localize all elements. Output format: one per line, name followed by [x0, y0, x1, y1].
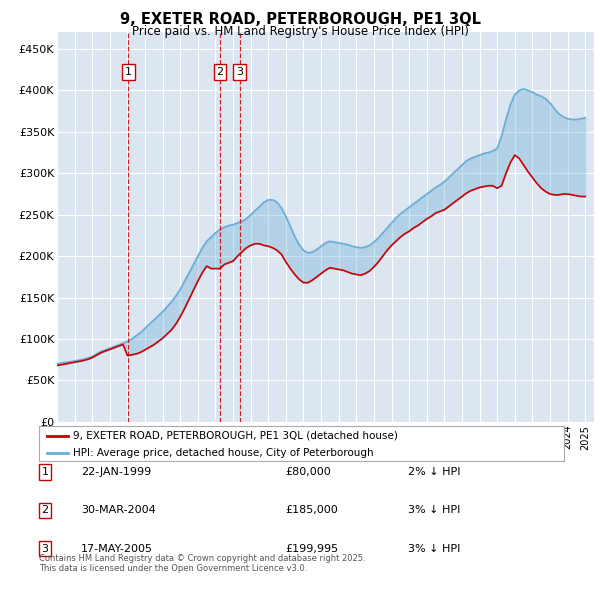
Text: 3% ↓ HPI: 3% ↓ HPI — [408, 544, 460, 553]
Text: Contains HM Land Registry data © Crown copyright and database right 2025.
This d: Contains HM Land Registry data © Crown c… — [39, 554, 365, 573]
Text: £80,000: £80,000 — [285, 467, 331, 477]
Text: 2: 2 — [216, 67, 223, 77]
Text: 1: 1 — [125, 67, 132, 77]
Text: 2: 2 — [41, 506, 49, 515]
Text: 2% ↓ HPI: 2% ↓ HPI — [408, 467, 461, 477]
Text: HPI: Average price, detached house, City of Peterborough: HPI: Average price, detached house, City… — [73, 448, 374, 457]
Text: Price paid vs. HM Land Registry's House Price Index (HPI): Price paid vs. HM Land Registry's House … — [131, 25, 469, 38]
Text: 22-JAN-1999: 22-JAN-1999 — [81, 467, 151, 477]
Text: 17-MAY-2005: 17-MAY-2005 — [81, 544, 153, 553]
Text: 9, EXETER ROAD, PETERBOROUGH, PE1 3QL (detached house): 9, EXETER ROAD, PETERBOROUGH, PE1 3QL (d… — [73, 431, 398, 441]
Text: 9, EXETER ROAD, PETERBOROUGH, PE1 3QL: 9, EXETER ROAD, PETERBOROUGH, PE1 3QL — [119, 12, 481, 27]
Text: £199,995: £199,995 — [285, 544, 338, 553]
Text: 3: 3 — [41, 544, 49, 553]
Text: 30-MAR-2004: 30-MAR-2004 — [81, 506, 156, 515]
Text: 3% ↓ HPI: 3% ↓ HPI — [408, 506, 460, 515]
Text: 1: 1 — [41, 467, 49, 477]
Text: 3: 3 — [236, 67, 243, 77]
Text: £185,000: £185,000 — [285, 506, 338, 515]
